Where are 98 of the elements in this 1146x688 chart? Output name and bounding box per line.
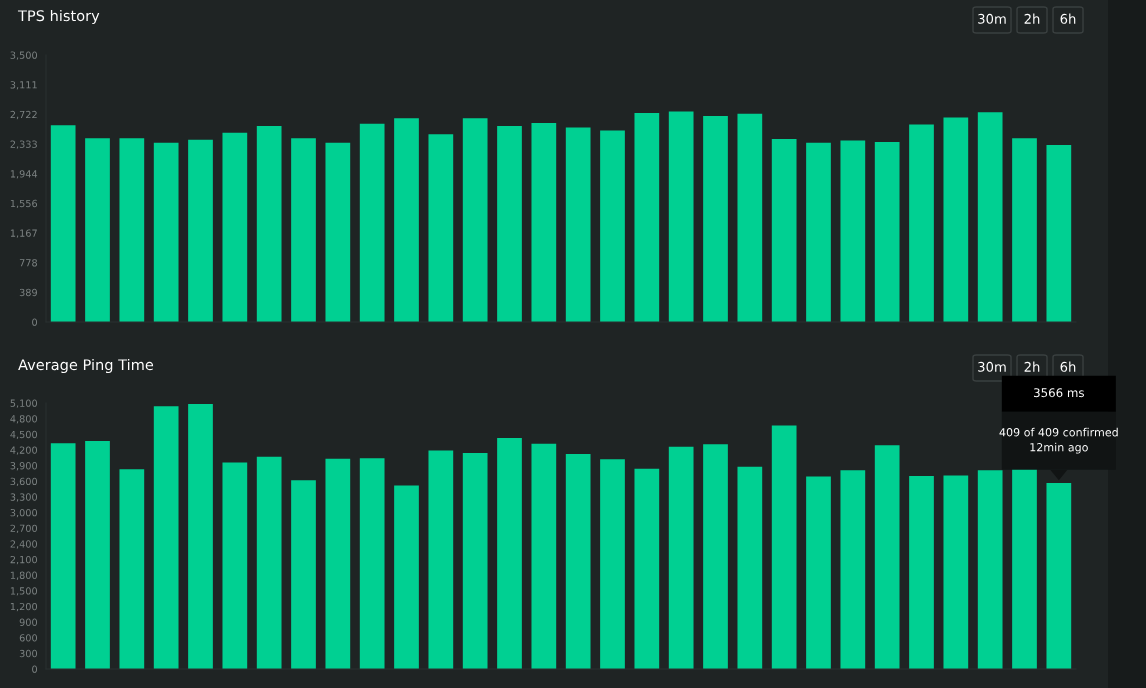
bar: [462, 453, 488, 669]
bar: [703, 444, 728, 669]
bar: [600, 130, 625, 322]
y-tick-label: 0: [32, 665, 38, 673]
y-tick-label: 3,111: [10, 81, 37, 90]
text: 2h: [1024, 13, 1040, 24]
y-tick-label: 0: [32, 318, 38, 326]
bar: [119, 469, 145, 669]
bar: [668, 446, 694, 669]
y-tick-label: 1,167: [10, 229, 37, 238]
bar: [806, 476, 831, 669]
bar: [909, 124, 934, 322]
bar: [943, 117, 969, 322]
bar: [771, 425, 797, 669]
text: 3566 ms: [1034, 388, 1084, 398]
bar: [840, 470, 866, 669]
y-tick-label: 2,400: [10, 540, 38, 549]
annotation: 409 of 409 confirmed 12min ago: [999, 427, 1118, 454]
bar: [50, 443, 76, 669]
bar: [737, 466, 763, 669]
bar: [428, 134, 454, 322]
y-tick-label: 300: [19, 649, 38, 658]
bar: [256, 125, 282, 322]
y-tick-label: 1,944: [10, 170, 38, 179]
bar: [325, 458, 351, 669]
y-tick-label: 2,700: [10, 524, 38, 533]
bar: [153, 142, 179, 322]
bar: [909, 476, 934, 669]
bar: [50, 125, 76, 322]
y-tick-label: 389: [19, 288, 37, 297]
bar: [291, 480, 316, 669]
bar: [531, 122, 557, 322]
bar: [222, 132, 248, 322]
y-tick-label: 1,500: [10, 587, 38, 596]
bar: [1046, 145, 1072, 322]
bar: [977, 470, 1003, 669]
y-tick-label: 600: [19, 634, 38, 642]
bar: [428, 450, 454, 669]
bar: [565, 454, 591, 669]
bar: [634, 468, 660, 669]
y-tick-label: 1,200: [10, 602, 38, 612]
y-tick-label: 2,722: [10, 110, 37, 120]
bar: [153, 406, 179, 669]
text: 2h: [1024, 361, 1040, 372]
bar: [771, 138, 797, 322]
y-tick-label: 2,100: [10, 555, 38, 565]
bar: [703, 116, 728, 322]
bar: [497, 437, 522, 669]
bar: [497, 125, 522, 322]
bar: [977, 112, 1003, 322]
bar: [325, 142, 351, 322]
text: 30m: [978, 13, 1006, 24]
bar: [394, 485, 419, 669]
bar: [840, 140, 866, 322]
bar: [462, 118, 488, 322]
bar: [565, 127, 591, 322]
y-tick-label: 3,300: [10, 493, 38, 502]
bar: [737, 113, 763, 322]
bar: [222, 462, 248, 669]
bar: [359, 123, 385, 322]
bar: [634, 112, 660, 322]
bar: [874, 141, 900, 322]
y-tick-label: 900: [19, 618, 38, 626]
bar: [600, 459, 625, 669]
y-tick-label: 778: [19, 259, 37, 267]
y-tick-label: 1,556: [10, 199, 38, 209]
bar: [291, 138, 316, 322]
bar: [874, 445, 900, 669]
chart-title: TPS history: [17, 9, 100, 25]
y-tick-label: 4,500: [10, 430, 38, 440]
bar: [806, 142, 831, 322]
bar: [256, 456, 282, 669]
bar: [943, 475, 969, 669]
bar: [359, 458, 385, 669]
bar: [119, 138, 145, 322]
y-tick-label: 3,500: [10, 51, 38, 60]
y-tick-label: 4,200: [10, 446, 38, 455]
bar: [668, 111, 694, 322]
chart-title: Average Ping Time: [18, 358, 154, 374]
y-tick-label: 3,600: [10, 477, 38, 487]
bar: [394, 118, 419, 322]
bar: [1012, 467, 1037, 669]
bar: [1012, 138, 1037, 322]
bar: [188, 139, 213, 322]
bar: [85, 441, 110, 669]
y-tick-label: 2,333: [10, 140, 37, 149]
y-tick-label: 1,800: [10, 571, 38, 580]
y-tick-label: 3,900: [10, 462, 38, 471]
bar: [188, 404, 213, 669]
text: 30m: [978, 361, 1006, 372]
y-tick-label: 4,800: [10, 415, 38, 424]
bar: [85, 138, 110, 322]
y-tick-label: 3,000: [10, 509, 38, 518]
bar: [531, 443, 557, 669]
text: 6h: [1060, 361, 1076, 372]
bar: [1046, 483, 1072, 669]
y-tick-label: 5,100: [10, 399, 38, 408]
text: 6h: [1060, 13, 1076, 24]
